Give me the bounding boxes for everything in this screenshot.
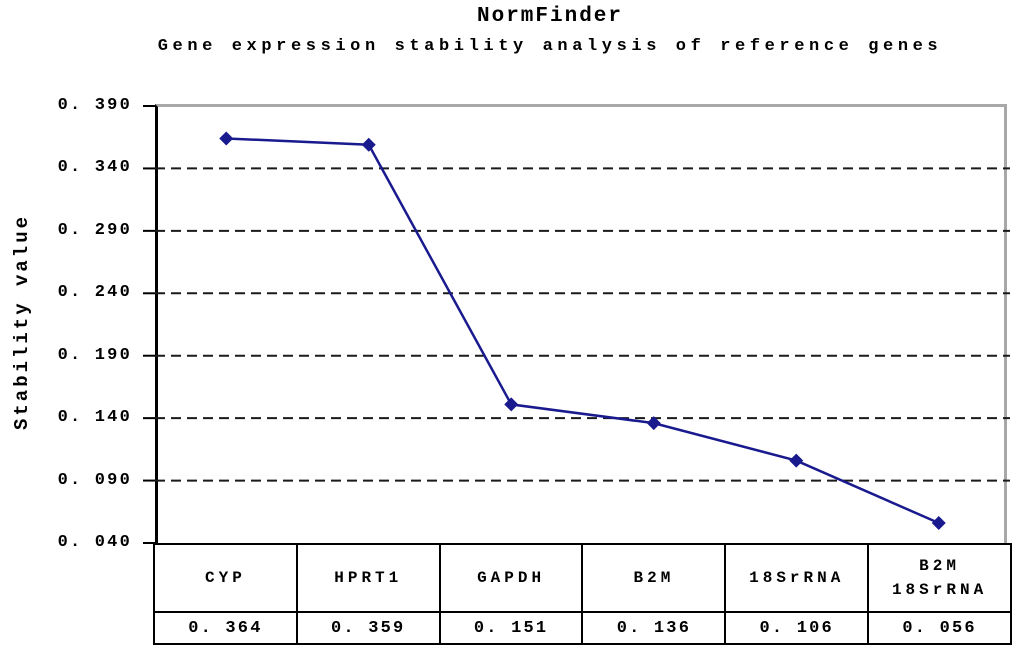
plot-area	[155, 104, 1007, 543]
y-axis-tick-label: 0. 090	[57, 470, 132, 490]
gene-value-table: CYP HPRT1 GAPDH B2M 18SrRNA B2M 18SrRNA 0. 364 0…	[153, 543, 1012, 645]
y-axis-tick-label: 0. 290	[57, 220, 132, 240]
gene-name-cell: CYP	[153, 543, 298, 613]
gene-name-cell: GAPDH	[438, 543, 584, 613]
gene-name-cell: 18SrRNA	[724, 543, 870, 613]
stability-value-cell: 0. 106	[724, 611, 870, 645]
chart-title: NormFinder	[476, 5, 624, 28]
y-axis-tick-label: 0. 140	[57, 408, 132, 428]
gene-name-cell: B2M 18SrRNA	[867, 543, 1012, 613]
chart-subtitle: Gene expression stability analysis of re…	[157, 37, 943, 56]
stability-value-cell: 0. 151	[438, 611, 584, 645]
y-axis-tick-label: 0. 190	[57, 345, 132, 365]
y-axis-title: Stability value	[11, 213, 33, 431]
y-axis-tick-label: 0. 390	[57, 96, 132, 115]
stability-value-cell: 0. 364	[153, 611, 298, 645]
y-axis-tick-label: 0. 340	[57, 158, 132, 178]
y-axis-tick-label: 0. 040	[57, 533, 132, 552]
stability-value-cell: 0. 359	[295, 611, 441, 645]
y-axis-tick-label: 0. 240	[57, 283, 132, 303]
stability-value-cell: 0. 056	[867, 611, 1012, 645]
stability-value-cell: 0. 136	[581, 611, 727, 645]
gene-name-cell: HPRT1	[295, 543, 441, 613]
gene-name-cell: B2M	[581, 543, 727, 613]
